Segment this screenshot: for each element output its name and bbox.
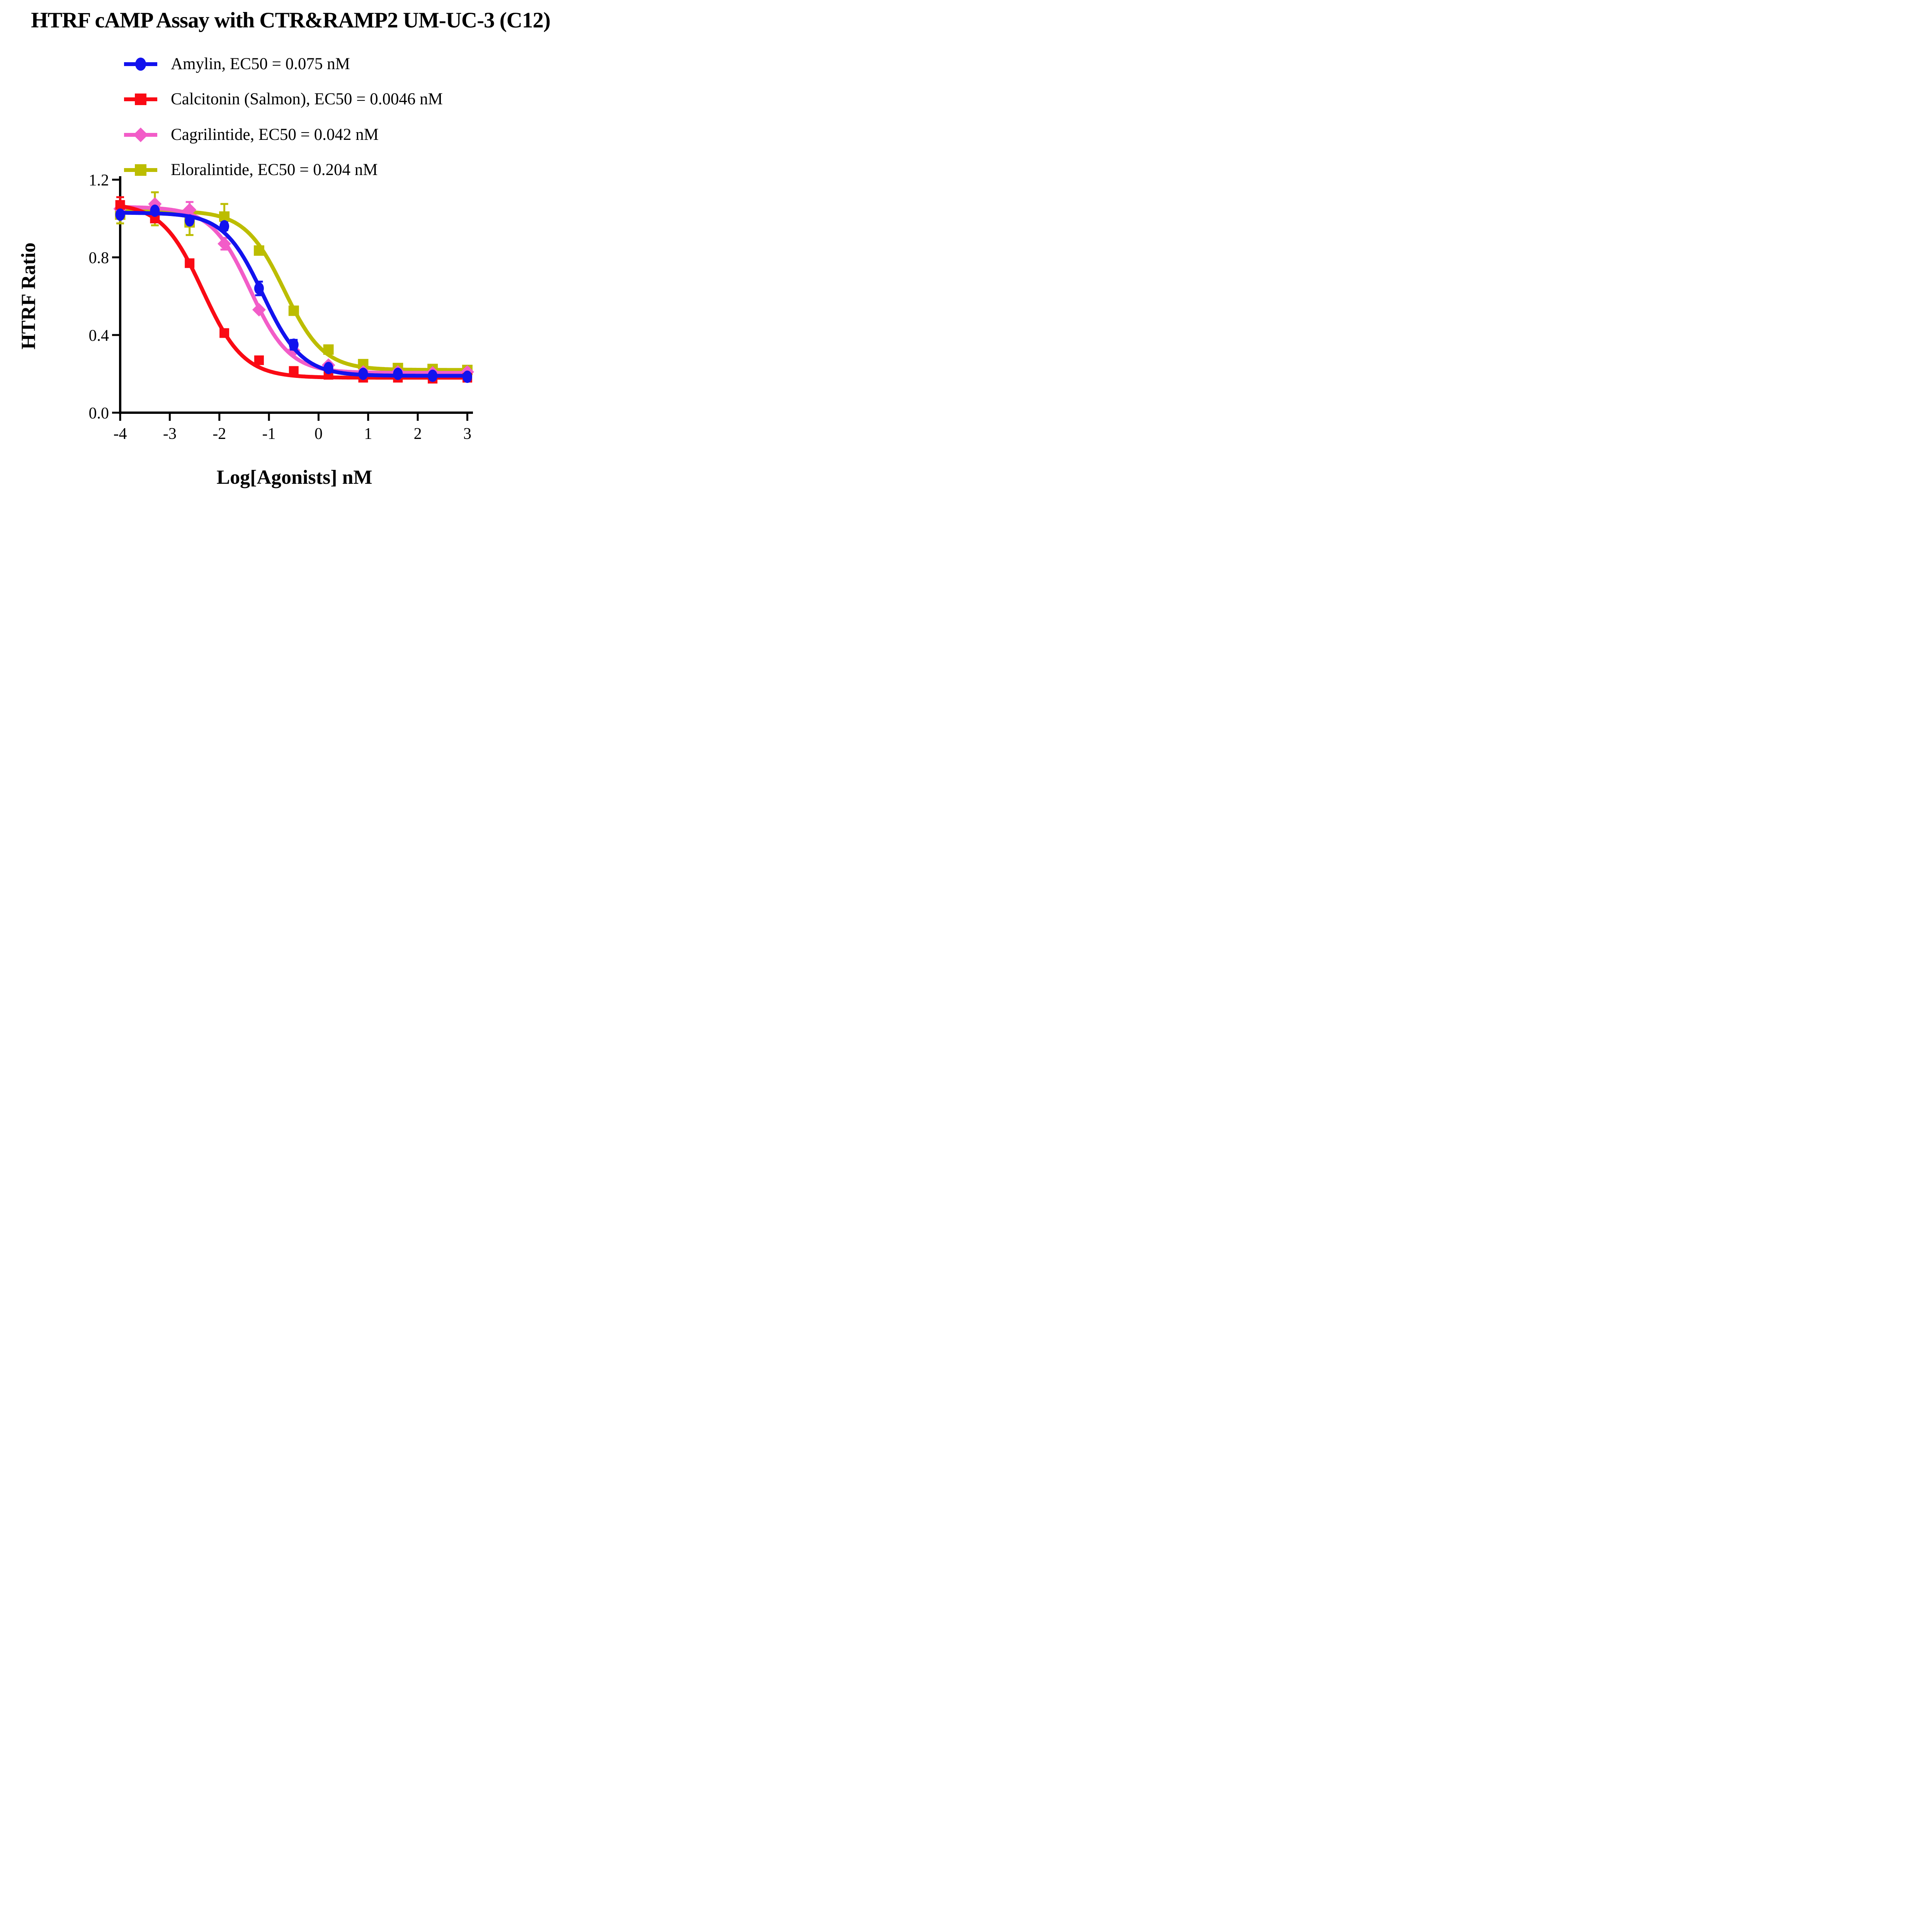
data-point-cagrilintide bbox=[218, 237, 231, 251]
figure-page: HTRF cAMP Assay with CTR&RAMP2 UM-UC-3 (… bbox=[0, 0, 581, 492]
legend-item-cagrilintide: Cagrilintide, EC50 = 0.042 nM bbox=[123, 126, 379, 144]
data-point-amylin bbox=[185, 214, 195, 227]
x-tick-label: 1 bbox=[364, 425, 372, 443]
data-point-calcitonin bbox=[115, 200, 125, 210]
data-point-eloralintide bbox=[219, 211, 230, 222]
eloralintide-legend-marker-icon bbox=[123, 161, 158, 179]
x-tick-label: -4 bbox=[114, 425, 127, 443]
series-amylin bbox=[115, 204, 472, 383]
series-cagrilintide bbox=[113, 197, 474, 380]
x-axis-title: Log[Agonists] nM bbox=[216, 466, 372, 488]
calcitonin-legend-marker-icon bbox=[123, 90, 158, 109]
x-tick-label: 2 bbox=[414, 425, 422, 443]
data-point-amylin bbox=[219, 220, 230, 233]
x-tick-label: -1 bbox=[262, 425, 276, 443]
eloralintide-marker-glyph bbox=[124, 164, 157, 176]
legend-label-amylin: Amylin, EC50 = 0.075 nM bbox=[171, 55, 350, 73]
data-point-amylin bbox=[289, 338, 299, 351]
y-tick-label: 0.4 bbox=[89, 327, 109, 345]
amylin-marker-glyph bbox=[124, 58, 157, 71]
tick-marks bbox=[112, 179, 468, 421]
data-point-cagrilintide bbox=[252, 303, 266, 317]
dose-response-chart: 0.0 0.4 0.8 1.2 -4 -3 -2 -1 0 1 2 3 bbox=[89, 172, 474, 443]
data-point-calcitonin bbox=[185, 258, 195, 268]
cagrilintide-marker-glyph bbox=[124, 128, 157, 142]
x-tick-label: 3 bbox=[463, 425, 471, 443]
data-point-amylin bbox=[428, 369, 438, 382]
data-point-calcitonin bbox=[219, 328, 230, 338]
legend-item-amylin: Amylin, EC50 = 0.075 nM bbox=[123, 55, 350, 73]
x-tick-label: 0 bbox=[315, 425, 323, 443]
data-point-eloralintide bbox=[253, 245, 264, 256]
y-axis-title: HTRF Ratio bbox=[17, 242, 40, 350]
chart-title: HTRF cAMP Assay with CTR&RAMP2 UM-UC-3 (… bbox=[31, 8, 551, 32]
legend-label-calcitonin: Calcitonin (Salmon), EC50 = 0.0046 nM bbox=[171, 90, 443, 108]
legend-item-eloralintide: Eloralintide, EC50 = 0.204 nM bbox=[123, 161, 378, 179]
calcitonin-marker-glyph bbox=[124, 94, 157, 105]
y-tick-label: 1.2 bbox=[89, 172, 109, 189]
data-point-amylin bbox=[115, 208, 125, 221]
legend-label-eloralintide: Eloralintide, EC50 = 0.204 nM bbox=[171, 161, 378, 179]
x-tick-label: -3 bbox=[163, 425, 177, 443]
y-tick-label: 0.8 bbox=[89, 249, 109, 267]
data-point-amylin bbox=[358, 367, 368, 380]
cagrilintide-legend-marker-icon bbox=[123, 126, 158, 144]
data-point-eloralintide bbox=[288, 305, 299, 316]
data-point-eloralintide bbox=[323, 344, 334, 355]
legend-label-cagrilintide: Cagrilintide, EC50 = 0.042 nM bbox=[171, 126, 379, 144]
y-tick-label: 0.0 bbox=[89, 405, 109, 422]
data-point-amylin bbox=[150, 204, 160, 217]
data-point-amylin bbox=[323, 362, 333, 374]
data-point-calcitonin bbox=[254, 355, 264, 365]
legend-item-calcitonin: Calcitonin (Salmon), EC50 = 0.0046 nM bbox=[123, 90, 443, 109]
data-point-amylin bbox=[462, 371, 472, 383]
data-point-cagrilintide bbox=[183, 203, 197, 217]
data-point-amylin bbox=[254, 282, 264, 295]
tick-labels: 0.0 0.4 0.8 1.2 -4 -3 -2 -1 0 1 2 3 bbox=[89, 172, 471, 443]
data-point-calcitonin bbox=[289, 366, 299, 376]
amylin-legend-marker-icon bbox=[123, 55, 158, 73]
x-tick-label: -2 bbox=[213, 425, 226, 443]
data-point-amylin bbox=[393, 367, 403, 380]
